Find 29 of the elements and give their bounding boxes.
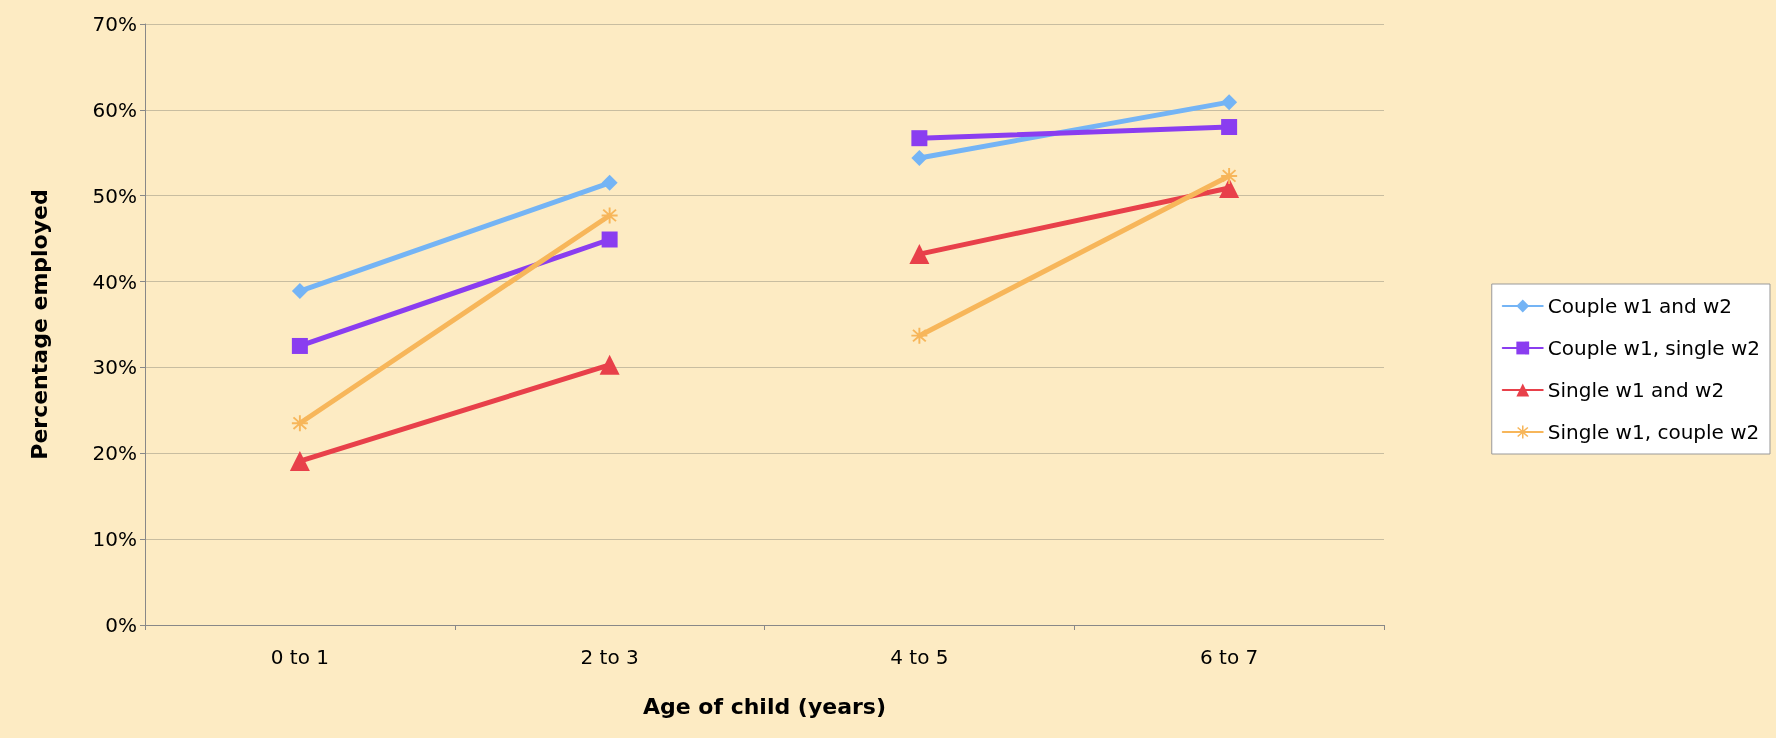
point xyxy=(1221,119,1238,136)
point xyxy=(601,174,618,191)
x-axis-title: Age of child (years) xyxy=(642,693,887,719)
y-tick-label: 40% xyxy=(92,269,137,294)
y-tick-label: 30% xyxy=(92,355,137,380)
point xyxy=(911,130,928,147)
point xyxy=(601,207,618,224)
point xyxy=(291,415,308,432)
legend-label: Couple w1 and w2 xyxy=(1547,294,1733,318)
y-tick-label: 20% xyxy=(92,441,137,466)
y-tick-label: 50% xyxy=(92,183,137,208)
x-tick-label: 6 to 7 xyxy=(1200,645,1259,669)
legend-label: Single w1, couple w2 xyxy=(1547,420,1760,444)
point xyxy=(911,327,928,344)
y-tick-label: 60% xyxy=(92,97,137,122)
y-axis-title: Percentage employed xyxy=(26,189,52,460)
legend-label: Single w1 and w2 xyxy=(1547,378,1725,402)
y-tick-label: 10% xyxy=(92,527,137,552)
point xyxy=(291,337,308,354)
x-tick-label: 2 to 3 xyxy=(580,645,639,669)
x-tick-label: 0 to 1 xyxy=(270,645,329,669)
point xyxy=(1221,94,1238,111)
y-tick-label: 0% xyxy=(105,613,137,637)
point xyxy=(911,149,928,166)
legend-label: Couple w1, single w2 xyxy=(1547,336,1761,360)
x-tick-label: 4 to 5 xyxy=(890,645,949,669)
point xyxy=(291,283,308,300)
y-tick-label: 70% xyxy=(92,12,137,36)
point xyxy=(601,231,618,248)
